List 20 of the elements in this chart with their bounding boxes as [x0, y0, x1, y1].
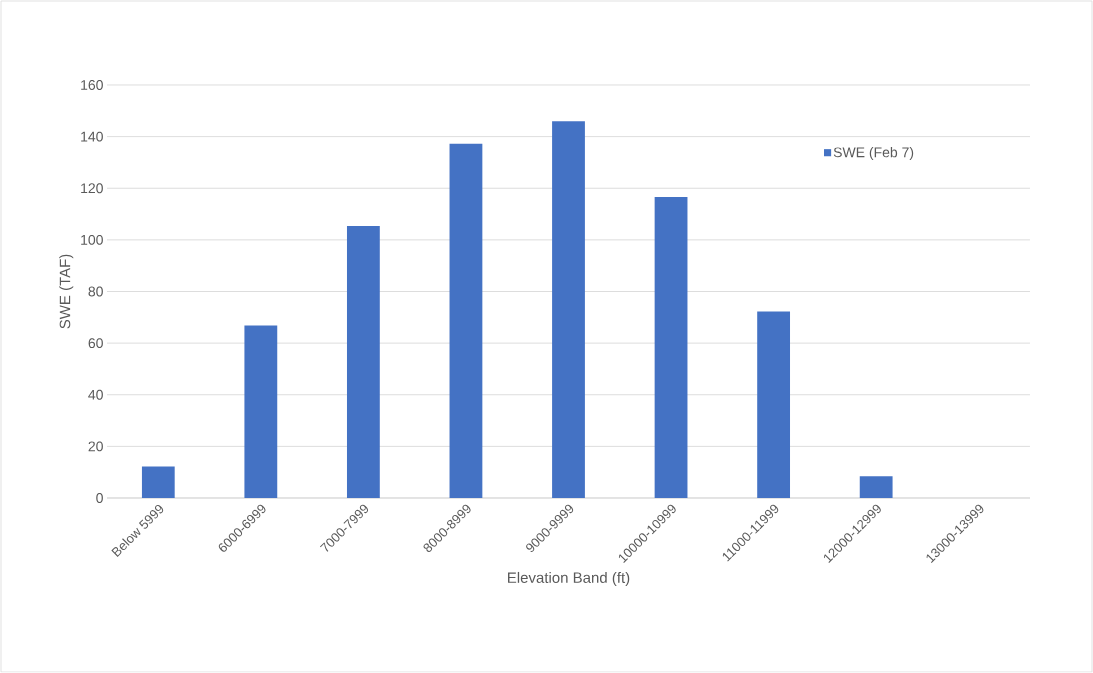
y-tick-label: 40: [88, 389, 103, 400]
y-tick-label: 60: [88, 338, 103, 349]
bar: [244, 325, 278, 498]
y-axis-title: SWE (TAF): [59, 254, 74, 329]
y-tick-label: 140: [81, 131, 103, 142]
bar: [859, 476, 893, 498]
y-tick-label: 120: [81, 183, 103, 194]
y-tick-label: 160: [81, 80, 103, 90]
y-tick-label: 20: [88, 441, 103, 452]
bar: [449, 143, 483, 498]
bar: [654, 197, 688, 498]
bar: [141, 466, 175, 498]
bar: [552, 121, 585, 498]
y-tick-label: 100: [81, 234, 103, 245]
legend-label: SWE (Feb 7): [833, 147, 914, 161]
x-axis-title: Elevation Band (ft): [508, 571, 630, 586]
bar: [757, 311, 791, 498]
y-tick-label: 0: [96, 493, 103, 503]
y-tick-label: 80: [88, 286, 103, 297]
bar: [346, 225, 380, 498]
